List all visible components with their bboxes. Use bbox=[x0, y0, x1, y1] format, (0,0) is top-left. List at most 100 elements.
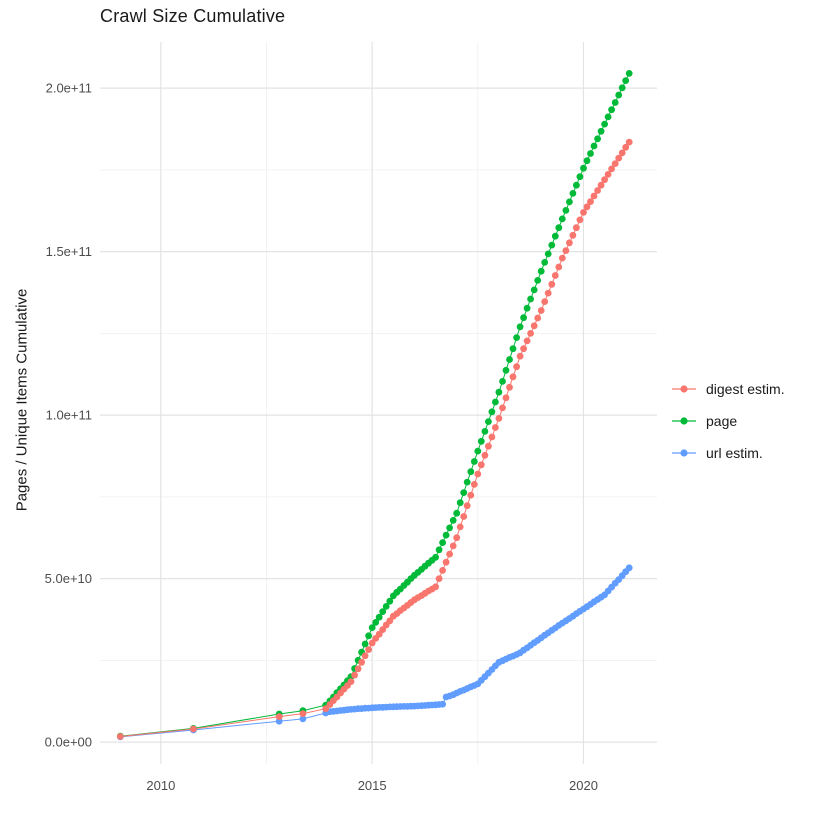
data-point-page bbox=[513, 334, 520, 341]
data-point-page bbox=[555, 224, 563, 232]
data-point-page bbox=[432, 553, 439, 561]
data-point-page bbox=[485, 418, 492, 425]
data-point-digest-estim- bbox=[435, 575, 443, 582]
y-tick-label: 0.0e+00 bbox=[45, 735, 92, 750]
data-point-digest-estim- bbox=[551, 272, 559, 279]
data-point-digest-estim- bbox=[516, 352, 524, 360]
data-point-digest-estim- bbox=[544, 289, 552, 297]
legend: digest estim. page url estim. bbox=[671, 378, 785, 463]
data-point-digest-estim- bbox=[601, 176, 608, 184]
data-point-page bbox=[551, 232, 559, 240]
data-point-digest-estim- bbox=[460, 513, 468, 520]
data-point-digest-estim- bbox=[622, 143, 630, 151]
data-point-digest-estim- bbox=[513, 363, 520, 371]
data-point-url-estim- bbox=[625, 564, 633, 572]
data-point-page bbox=[534, 277, 542, 284]
data-point-digest-estim- bbox=[618, 149, 626, 157]
data-point-page bbox=[530, 286, 538, 294]
data-point-digest-estim- bbox=[580, 209, 587, 216]
data-point-digest-estim- bbox=[488, 433, 496, 441]
data-point-digest-estim- bbox=[351, 671, 358, 679]
data-point-digest-estim- bbox=[361, 652, 369, 660]
x-tick-label: 2020 bbox=[569, 778, 598, 793]
data-point-page bbox=[456, 499, 464, 507]
data-point-page bbox=[548, 241, 556, 249]
data-point-page bbox=[576, 173, 584, 181]
data-point-digest-estim- bbox=[597, 181, 605, 189]
data-point-page bbox=[435, 546, 443, 554]
y-tick-label: 1.5e+11 bbox=[46, 244, 92, 259]
data-point-page bbox=[527, 295, 534, 303]
data-point-digest-estim- bbox=[116, 733, 124, 740]
data-point-page bbox=[506, 356, 513, 363]
data-point-digest-estim- bbox=[347, 678, 355, 685]
data-point-page bbox=[618, 84, 626, 92]
data-point-page bbox=[608, 106, 615, 114]
data-point-digest-estim- bbox=[354, 665, 362, 673]
data-point-page bbox=[601, 120, 608, 128]
data-point-page bbox=[372, 619, 380, 626]
data-point-page bbox=[365, 632, 372, 640]
data-point-digest-estim- bbox=[379, 626, 387, 633]
data-point-digest-estim- bbox=[449, 542, 457, 550]
data-point-digest-estim- bbox=[625, 138, 633, 146]
data-point-page bbox=[611, 99, 619, 106]
data-point-digest-estim- bbox=[587, 198, 594, 206]
data-point-digest-estim- bbox=[506, 383, 513, 391]
series-line-digest-estim- bbox=[120, 141, 630, 737]
data-point-page bbox=[361, 640, 369, 648]
data-point-digest-estim- bbox=[562, 247, 570, 255]
data-point-digest-estim- bbox=[558, 254, 566, 262]
data-point-digest-estim- bbox=[322, 705, 330, 713]
data-point-digest-estim- bbox=[386, 617, 394, 625]
legend-key-icon bbox=[672, 416, 696, 425]
data-point-page bbox=[587, 150, 594, 157]
data-point-page bbox=[439, 539, 446, 546]
data-point-page bbox=[562, 207, 570, 214]
data-point-url-estim- bbox=[299, 715, 307, 723]
legend-label: page bbox=[706, 412, 738, 429]
data-point-page bbox=[509, 345, 517, 353]
data-point-digest-estim- bbox=[590, 192, 598, 200]
data-point-digest-estim- bbox=[541, 298, 549, 305]
data-point-page bbox=[467, 468, 475, 476]
data-point-digest-estim- bbox=[502, 394, 510, 402]
data-point-digest-estim- bbox=[477, 461, 485, 469]
data-point-digest-estim- bbox=[499, 404, 506, 412]
data-point-page bbox=[492, 398, 499, 406]
data-point-page bbox=[541, 259, 549, 266]
data-point-digest-estim- bbox=[573, 224, 580, 232]
data-point-digest-estim- bbox=[527, 330, 534, 337]
data-point-page bbox=[523, 304, 531, 312]
x-tick-label: 2015 bbox=[358, 778, 387, 793]
data-point-digest-estim- bbox=[485, 442, 492, 450]
data-point-digest-estim- bbox=[481, 451, 489, 459]
data-point-digest-estim- bbox=[608, 165, 615, 173]
data-point-page bbox=[460, 489, 468, 496]
data-point-page bbox=[379, 608, 387, 615]
data-point-digest-estim- bbox=[530, 322, 538, 330]
chart-title: Crawl Size Cumulative bbox=[100, 6, 286, 26]
data-point-digest-estim- bbox=[566, 239, 573, 247]
data-point-digest-estim- bbox=[299, 710, 307, 717]
data-point-page bbox=[463, 478, 471, 486]
legend-key-dot bbox=[680, 384, 688, 393]
data-point-digest-estim- bbox=[569, 231, 577, 239]
legend-item-page: page bbox=[671, 410, 785, 431]
data-point-digest-estim- bbox=[523, 337, 531, 345]
y-tick-label: 5.0e+10 bbox=[45, 571, 92, 586]
legend-label: url estim. bbox=[706, 444, 763, 461]
data-point-url-estim- bbox=[439, 700, 446, 708]
legend-key-icon bbox=[672, 384, 696, 393]
data-point-page bbox=[580, 164, 587, 172]
data-point-page bbox=[470, 458, 478, 465]
y-tick-label: 1.0e+11 bbox=[46, 408, 92, 423]
data-point-digest-estim- bbox=[467, 491, 475, 499]
data-point-digest-estim- bbox=[442, 558, 450, 566]
data-point-digest-estim- bbox=[495, 415, 503, 422]
legend-key-icon bbox=[672, 448, 696, 457]
data-point-page bbox=[604, 113, 612, 121]
y-tick-label: 2.0e+11 bbox=[46, 81, 92, 96]
